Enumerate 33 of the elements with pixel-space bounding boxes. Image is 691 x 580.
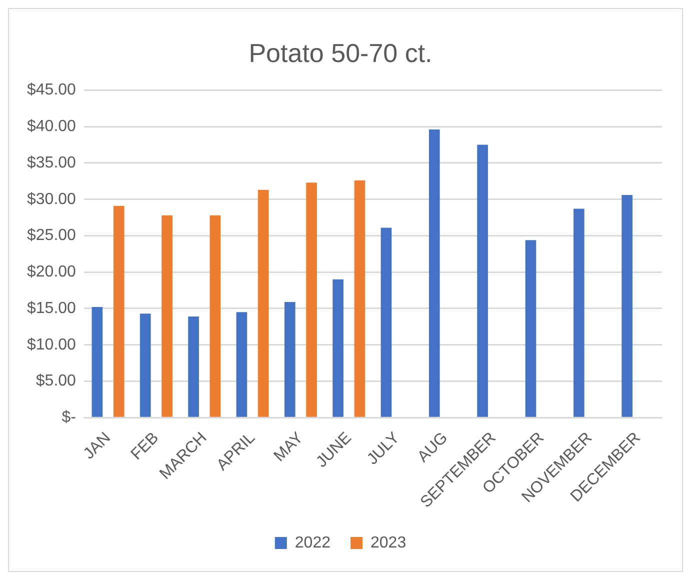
bar (573, 208, 584, 417)
y-tick-label: $25.00 (27, 227, 76, 244)
y-tick-label: $40.00 (27, 118, 76, 135)
y-tick-label: $20.00 (27, 264, 76, 281)
bar (284, 302, 296, 417)
bar (354, 180, 366, 417)
legend-label: 2022 (294, 534, 331, 552)
y-tick-label: $5.00 (36, 372, 76, 390)
bar (525, 240, 536, 417)
bar (258, 190, 269, 417)
bar (92, 307, 103, 417)
bar (477, 144, 488, 417)
y-tick-label: $- (62, 409, 76, 426)
bar (210, 215, 221, 417)
y-tick-label: $35.00 (27, 154, 76, 172)
bar (113, 206, 124, 417)
x-tick-label: FEB (128, 429, 162, 464)
bar (162, 215, 172, 417)
bar (140, 314, 151, 417)
chart-title: Potato 50-70 ct. (248, 38, 432, 68)
bar (622, 194, 632, 417)
y-tick-label: $10.00 (27, 336, 76, 354)
bar (236, 312, 248, 417)
legend-label: 2023 (370, 534, 406, 552)
bar (428, 129, 440, 417)
bar (332, 279, 344, 417)
bar (188, 316, 199, 417)
y-tick-label: $30.00 (27, 190, 76, 208)
bar (306, 182, 317, 417)
bar (380, 228, 392, 417)
y-tick-label: $45.00 (27, 82, 76, 99)
y-tick-label: $15.00 (27, 300, 76, 317)
x-tick-label: JAN (80, 429, 114, 463)
